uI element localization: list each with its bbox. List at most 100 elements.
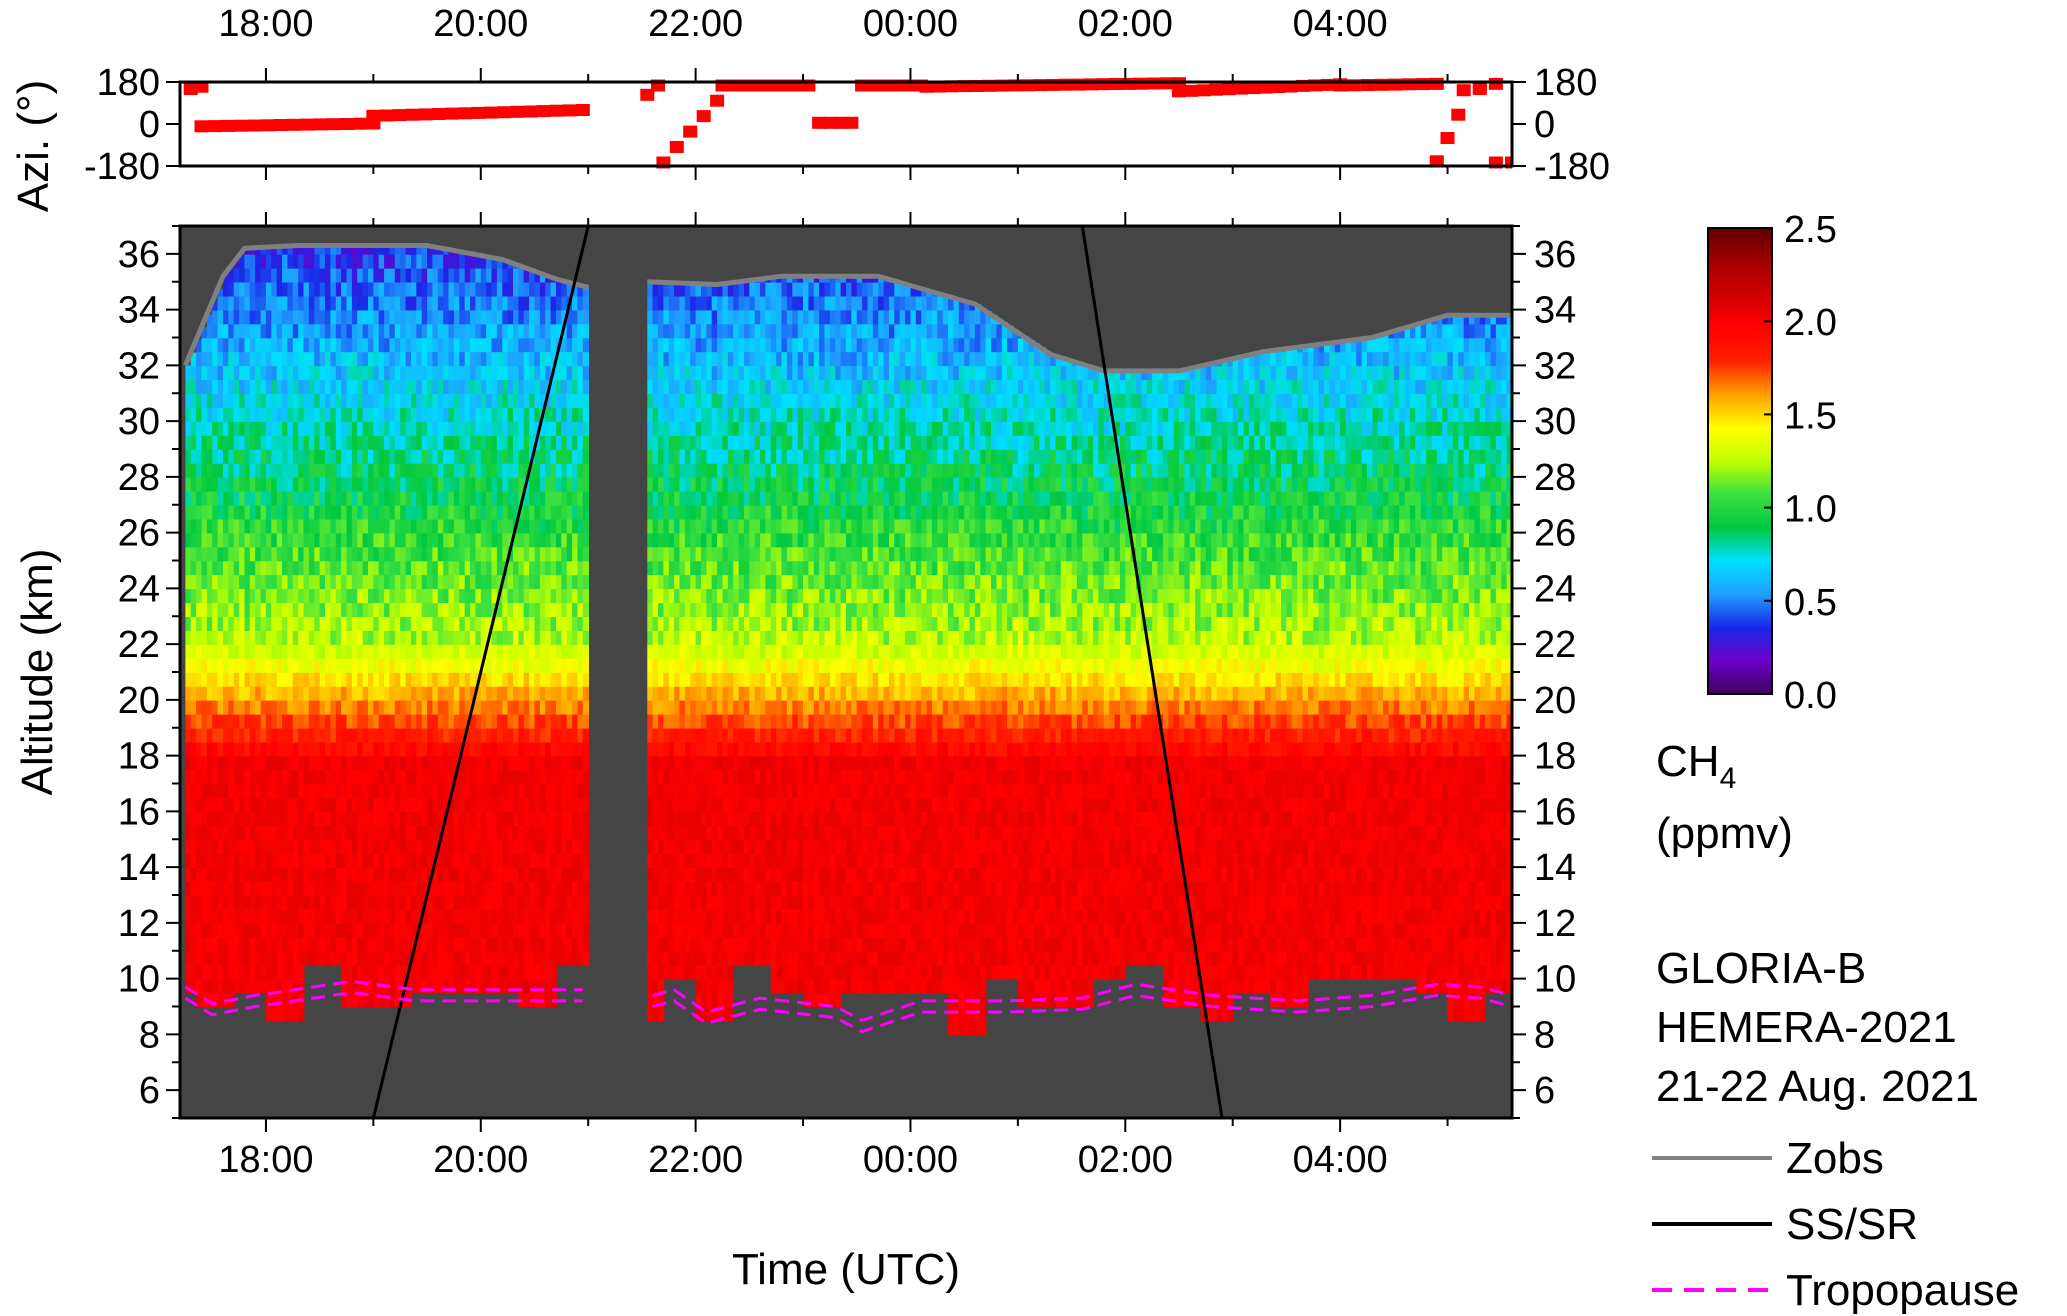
ch4-cell [389,518,396,534]
ch4-cell [190,895,197,910]
ch4-cell [523,379,530,394]
ch4-cell [384,713,391,729]
ch4-cell [453,546,461,562]
ch4-cell [722,462,729,478]
ch4-cell [690,518,697,534]
ch4-cell [416,490,423,506]
ch4-cell [351,644,359,659]
ch4-cell [453,393,461,408]
ch4-cell [378,574,385,590]
ch4-cell [373,713,380,729]
ch4-cell [228,839,235,854]
ch4-cell [260,518,267,534]
ch4-cell [287,407,294,422]
ch4-cell [325,755,332,771]
ch4-cell [389,532,396,548]
ch4-cell [496,351,504,367]
ch4-cell [384,950,391,966]
ch4-cell [437,936,444,952]
ch4-cell [190,699,197,715]
ch4-cell [443,588,450,604]
azimuth-point [194,80,209,93]
ch4-cell [507,504,514,520]
ch4-cell [335,602,342,617]
ch4-cell [491,936,498,952]
ch4-cell [400,267,407,283]
azimuth-point [471,106,486,119]
ch4-cell [314,755,321,771]
ch4-cell [384,783,391,799]
ch4-cell [400,867,407,882]
ch4-cell [706,490,713,506]
ch4-cell [190,504,197,520]
ch4-cell [265,630,273,645]
ch4-cell [674,672,681,687]
ch4-cell [561,588,568,604]
ch4-cell [577,476,584,492]
ch4-cell [249,248,256,255]
ch4-cell [362,672,369,687]
ch4-cell [282,978,289,994]
ch4-cell [330,560,337,576]
ch4-cell [577,867,584,882]
ch4-cell [566,337,573,353]
ch4-cell [357,476,364,492]
ch4-cell [351,323,359,339]
ch4-cell [464,574,471,590]
ch4-cell [196,867,203,882]
ch4-cell [421,393,428,408]
ch4-cell [658,588,665,604]
ch4-cell [470,560,477,576]
ch4-cell [577,727,584,743]
ch4-cell [502,964,509,980]
ch4-cell [684,449,692,464]
ch4-cell [518,365,525,381]
ch4-cell [260,658,267,673]
ch4-cell [421,504,428,520]
ch4-cell [502,351,509,367]
ch4-cell [394,922,401,938]
ch4-cell [475,769,482,785]
ch4-cell [502,602,509,617]
ch4-cell [545,421,552,436]
ch4-cell [717,602,724,617]
ch4-cell [539,504,547,520]
ch4-cell [523,407,530,422]
ch4-cell [249,351,256,367]
ch4-cell [453,449,461,464]
ch4-cell [502,713,509,729]
ch4-cell [239,421,246,436]
ch4-cell [545,713,552,729]
ch4-cell [416,797,423,813]
ch4-cell [260,532,267,548]
ch4-cell [534,379,541,394]
ch4-cell [411,546,418,562]
ch4-cell [658,964,665,980]
ch4-cell [384,658,391,673]
ch4-cell [491,811,498,827]
ch4-cell [453,950,461,966]
ch4-cell [486,407,493,422]
ch4-cell [411,881,418,896]
ch4-cell [647,379,654,394]
ch4-cell [249,490,256,506]
ch4-cell [464,504,471,520]
ch4-cell [335,797,342,813]
ch4-cell [545,853,552,868]
ch4-cell [711,476,718,492]
ch4-cell [217,713,224,729]
azimuth-point [919,80,934,93]
ch4-cell [668,839,675,854]
ch4-cell [217,630,224,645]
ch4-cell [561,616,568,631]
ch4-cell [652,699,659,715]
ch4-cell [260,560,267,576]
ch4-cell [239,379,246,394]
ch4-cell [658,309,665,325]
ch4-cell [539,273,547,283]
ch4-cell [432,630,439,645]
ch4-cell [405,658,412,673]
ch4-cell [427,658,434,673]
ch4-cell [550,867,557,882]
ch4-cell [206,881,214,896]
